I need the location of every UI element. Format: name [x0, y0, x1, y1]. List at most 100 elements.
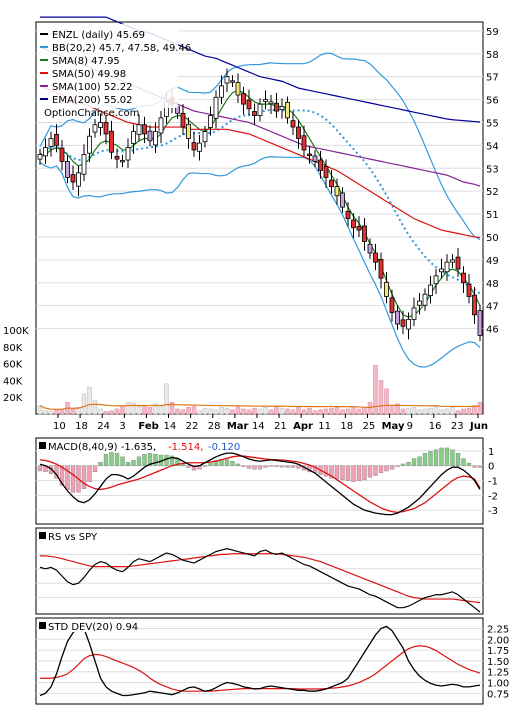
macd-histogram-bar	[433, 449, 439, 466]
candle-body	[43, 147, 48, 157]
x-tick-label: Apr	[293, 421, 313, 432]
candle-body	[285, 101, 290, 119]
rs-legend-swatch	[39, 532, 46, 539]
price-tick-label: 58	[486, 50, 499, 61]
macd-histogram-bar	[37, 465, 43, 472]
candle-body	[136, 124, 142, 135]
price-tick-label: 52	[486, 187, 499, 198]
candle-body	[450, 259, 455, 263]
rs-line	[39, 548, 481, 613]
candle-body	[191, 142, 197, 151]
volume-bar	[164, 383, 169, 415]
price-tick-label: 54	[486, 141, 499, 152]
volume-tick-label: 100K	[3, 326, 29, 337]
stddev-title: STD DEV(20) 0.94	[48, 622, 138, 633]
volume-bar	[202, 407, 208, 415]
macd-histogram-bar	[395, 465, 400, 467]
macd-histogram-bar	[92, 465, 98, 473]
candle-body	[340, 192, 345, 208]
volume-bar	[384, 388, 389, 415]
stddev-legend-swatch	[39, 622, 46, 629]
volume-bar	[136, 406, 142, 415]
line-sma-50-	[39, 85, 481, 239]
volume-bar	[235, 406, 241, 415]
macd-histogram-bar	[461, 458, 466, 466]
legend-enzl: ENZL (daily) 45.69	[52, 30, 145, 41]
candle-body	[213, 96, 219, 119]
macd-histogram-bar	[230, 461, 235, 466]
candle-body	[37, 154, 43, 160]
x-tick-label: 14	[164, 421, 177, 432]
candle-body	[455, 256, 461, 270]
macd-histogram-bar	[114, 453, 120, 466]
macd-histogram-bar	[323, 465, 329, 477]
price-axis-ticks: 59 58 57 56 55 54 53 52 51 50 49 48 47 46	[486, 27, 499, 336]
volume-bar	[472, 405, 477, 415]
legend-sma8: SMA(8) 47.95	[52, 56, 120, 67]
macd-histogram-bar	[81, 465, 87, 489]
volume-bar	[340, 409, 345, 415]
macd-histogram-bar	[65, 465, 70, 490]
rs-legend: RS vs SPY	[37, 529, 103, 543]
candle-body	[158, 117, 164, 134]
candle-body	[400, 319, 406, 327]
volume-bar	[252, 407, 257, 415]
candle-body	[362, 225, 367, 242]
candle-body	[439, 268, 444, 273]
candle-body	[197, 142, 202, 152]
macd-histogram-bar	[59, 465, 65, 486]
x-tick-label: 28	[208, 421, 221, 432]
x-tick-label: Jun	[469, 421, 488, 432]
volume-average-line	[39, 403, 481, 410]
stddev-axis-ticks: 2.252.001.751.501.251.000.75	[487, 624, 509, 700]
volume-bar	[395, 403, 400, 415]
macd-histogram-bar	[290, 465, 296, 468]
price-tick-label: 46	[486, 325, 499, 336]
macd-histogram-bar	[103, 453, 109, 466]
x-tick-label: 18	[340, 421, 353, 432]
volume-bar	[54, 409, 59, 415]
volume-bar	[153, 403, 158, 415]
candle-body	[87, 135, 92, 154]
volume-tick-label: 40K	[3, 376, 23, 387]
volume-bar	[312, 410, 318, 415]
volume-bar	[246, 409, 252, 415]
candle-body	[70, 174, 76, 183]
macd-legend-swatch	[39, 442, 46, 449]
candle-body	[257, 103, 263, 116]
volume-bar	[213, 409, 219, 415]
candle-body	[230, 80, 235, 83]
volume-bar	[175, 408, 180, 415]
macd-histogram-bar	[472, 465, 477, 468]
x-tick-label: 11	[318, 421, 331, 432]
macd-histogram-bar	[246, 465, 252, 469]
stddev-tick-label: 1.75	[487, 646, 509, 657]
macd-legend: MACD(8,40,9) -1.635, -1.514, -0.120	[37, 439, 243, 453]
candle-body	[318, 159, 323, 171]
candle-body	[59, 147, 65, 162]
price-tick-label: 55	[486, 118, 499, 129]
candle-body	[367, 243, 373, 254]
volume-bar	[263, 407, 268, 415]
macd-axis-ticks: 1 0 -1 -2 -3	[488, 447, 498, 517]
volume-bar	[208, 408, 213, 415]
candle-body	[76, 172, 81, 187]
candle-body	[202, 131, 208, 143]
candle-body	[323, 166, 329, 178]
macd-histogram-bar	[334, 465, 340, 480]
macd-histogram-bar	[477, 465, 483, 468]
volume-bar	[103, 411, 109, 415]
candle-body	[274, 102, 279, 112]
candle-body	[263, 99, 268, 102]
stddev-lines	[39, 625, 481, 697]
macd-histogram-bar	[213, 460, 219, 466]
candle-body	[312, 155, 318, 162]
x-tick-label: 24	[97, 421, 110, 432]
candle-body	[98, 122, 103, 128]
macd-histogram-bar	[131, 460, 136, 466]
volume-bar	[450, 407, 455, 415]
candle-body	[422, 293, 428, 306]
volume-tick-label: 60K	[3, 360, 23, 371]
macd-histogram-bar	[340, 465, 345, 481]
